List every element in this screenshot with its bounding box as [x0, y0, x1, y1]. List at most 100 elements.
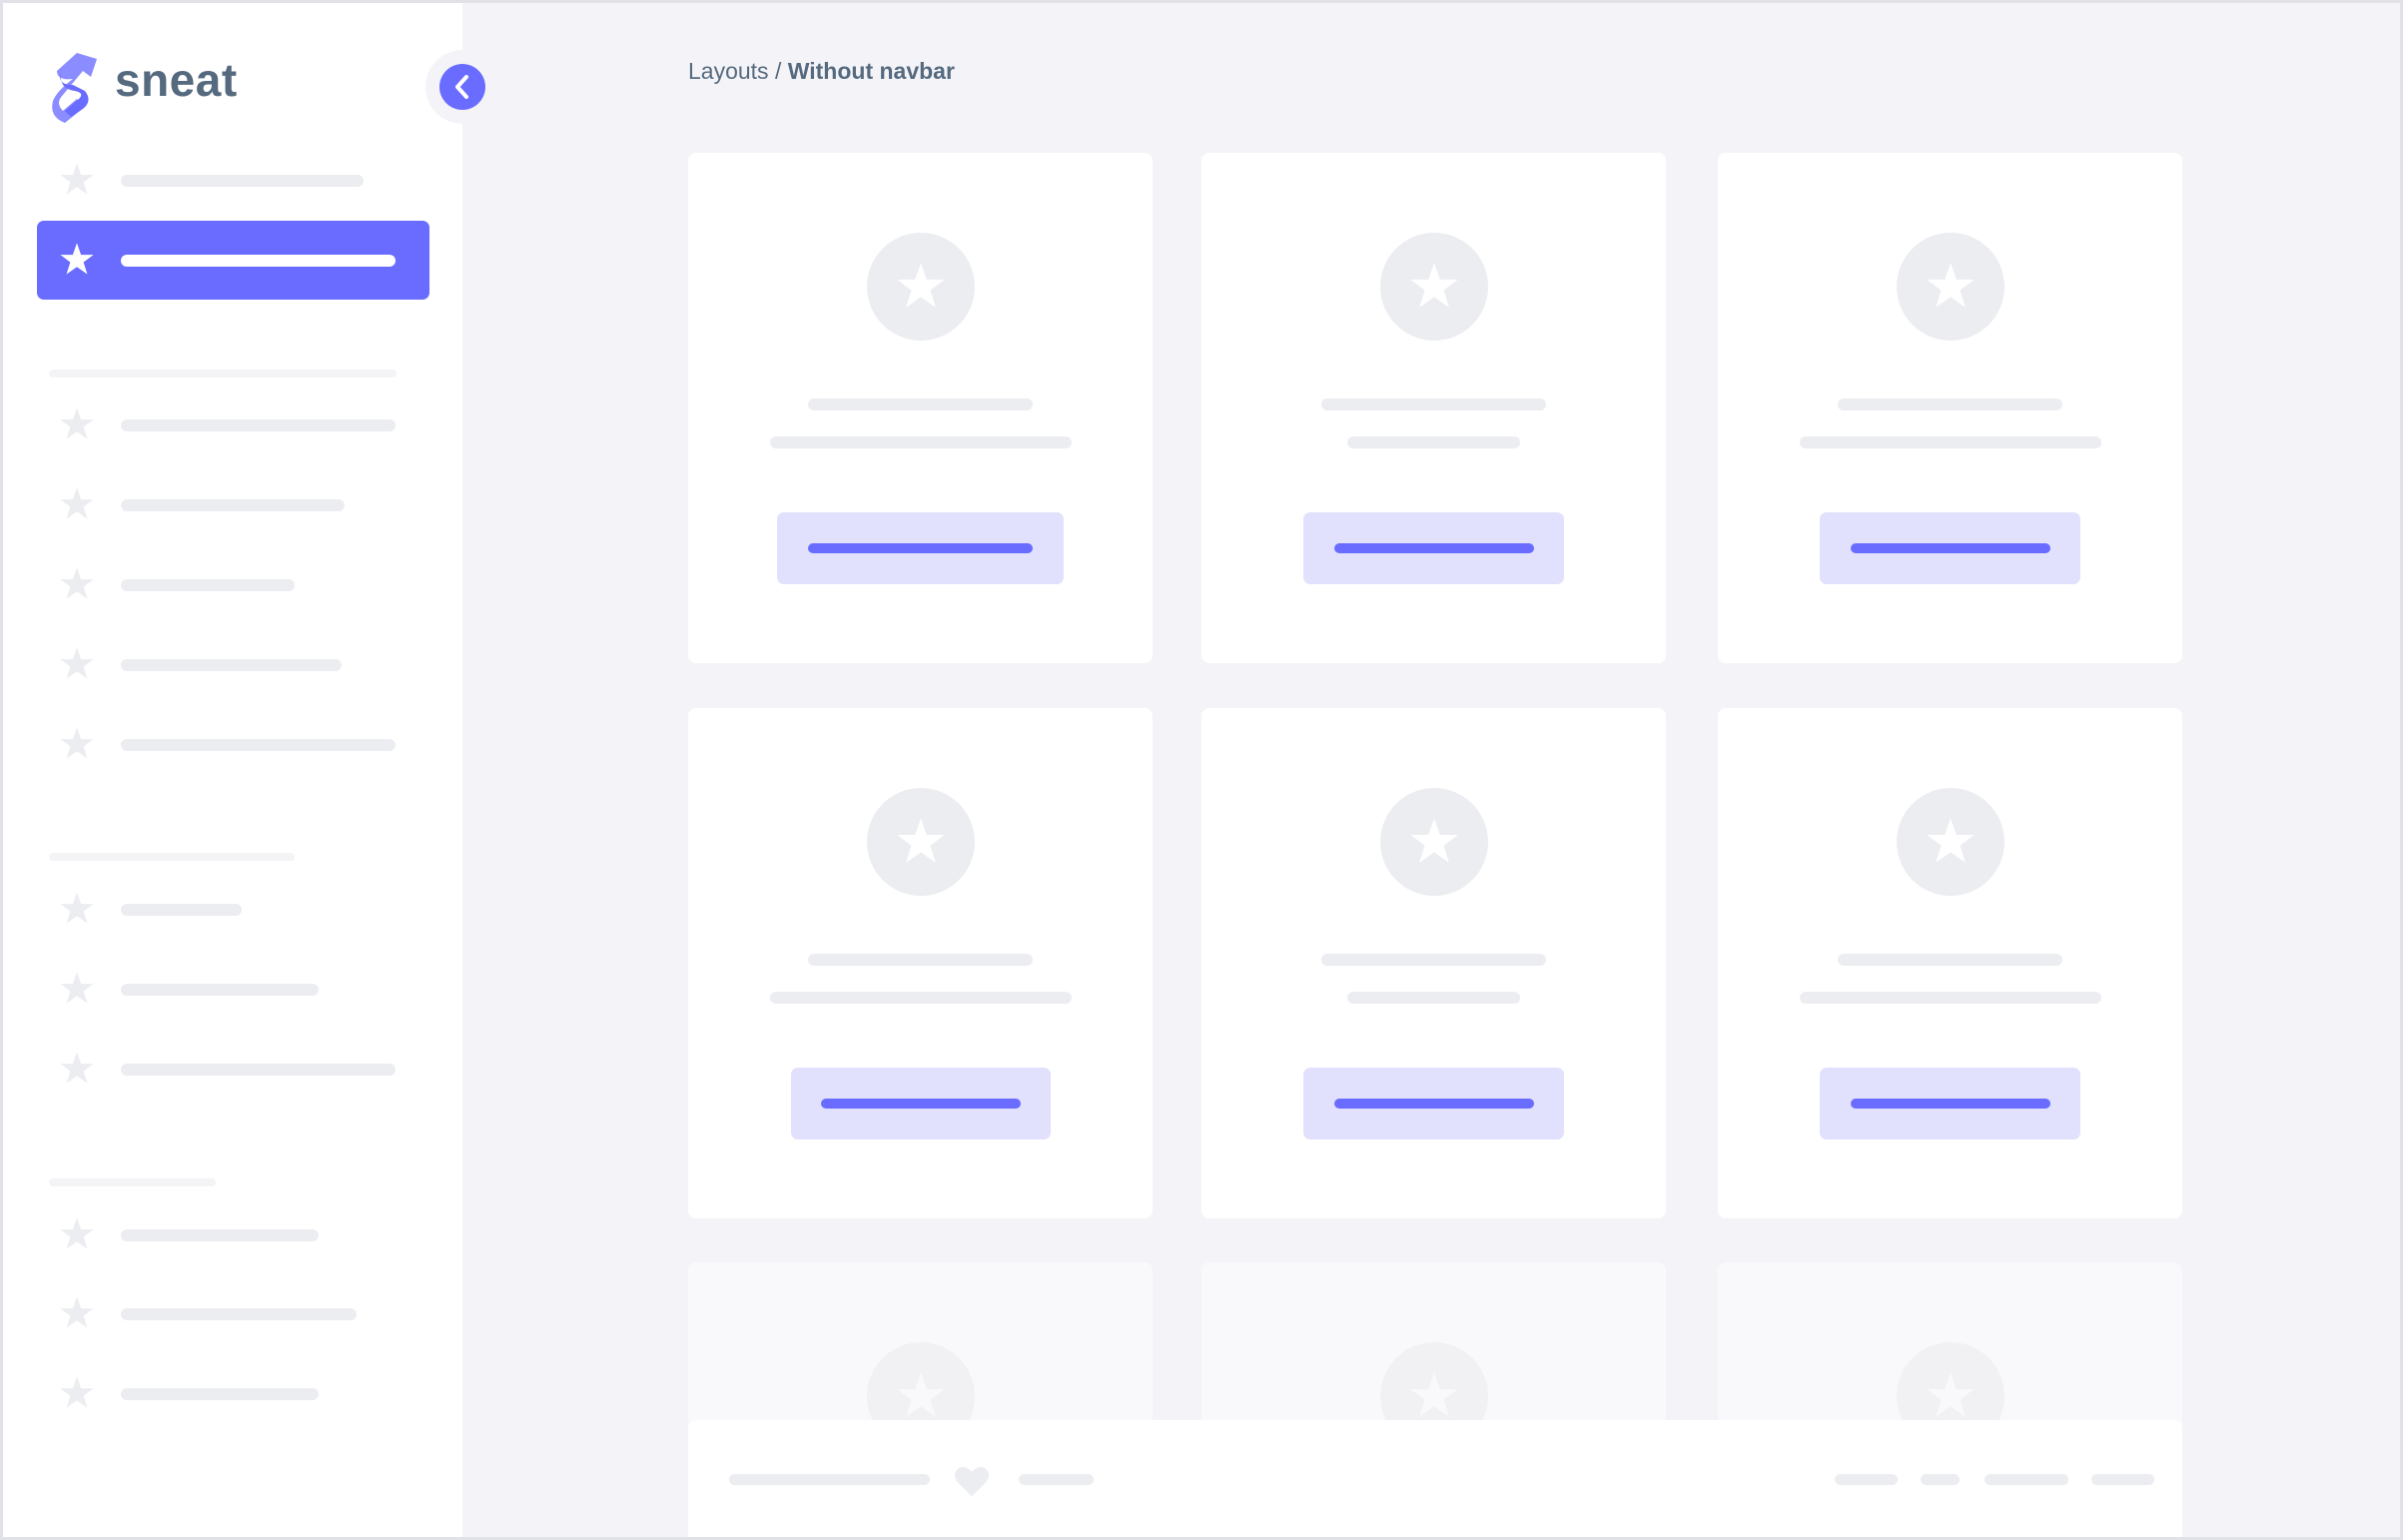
star-icon — [1407, 815, 1461, 869]
sidebar-item-label-placeholder — [121, 1229, 319, 1241]
star-icon — [894, 815, 948, 869]
logo-text: sneat — [115, 54, 238, 106]
breadcrumb: Layouts / Without navbar — [688, 58, 955, 85]
card-action-button[interactable] — [790, 1068, 1051, 1140]
star-icon — [58, 970, 96, 1008]
card-avatar — [1896, 788, 2004, 896]
sidebar-item[interactable] — [37, 385, 429, 464]
sidebar-item-label-placeholder — [121, 659, 342, 671]
sidebar-item[interactable] — [37, 545, 429, 624]
footer-link-placeholder[interactable] — [1835, 1474, 1898, 1485]
sidebar-section-header — [49, 370, 397, 378]
logo-icon[interactable] — [47, 51, 101, 123]
button-label-placeholder — [1333, 543, 1534, 553]
footer-link-placeholder[interactable] — [2091, 1474, 2154, 1485]
sidebar-item[interactable] — [37, 141, 429, 220]
breadcrumb-parent[interactable]: Layouts — [688, 58, 769, 84]
sidebar-item-label-placeholder — [121, 579, 295, 591]
sidebar-item[interactable] — [37, 1274, 429, 1353]
star-icon — [1407, 260, 1461, 314]
placeholder-card — [1202, 708, 1666, 1218]
footer-link-placeholder[interactable] — [1985, 1474, 2068, 1485]
card-action-button[interactable] — [1303, 1068, 1564, 1140]
sidebar-item-label-placeholder — [121, 499, 345, 511]
sidebar-item-label-placeholder — [121, 904, 242, 916]
sidebar-section-header — [49, 853, 295, 861]
sidebar-item[interactable] — [37, 1354, 429, 1433]
placeholder-card — [1202, 153, 1666, 663]
sidebar-item-label-placeholder — [121, 255, 396, 267]
star-icon — [58, 1215, 96, 1253]
star-icon — [58, 565, 96, 603]
button-label-placeholder — [1333, 1099, 1534, 1109]
card-title-placeholder — [1321, 954, 1546, 966]
sidebar-item[interactable] — [37, 625, 429, 704]
card-action-button[interactable] — [777, 512, 1064, 584]
star-icon — [58, 725, 96, 763]
collapse-sidebar-button[interactable] — [439, 64, 485, 110]
breadcrumb-current: Without navbar — [787, 58, 955, 84]
card-title-placeholder — [1838, 954, 2062, 966]
card-title-placeholder — [1838, 398, 2062, 410]
card-subtitle-placeholder — [769, 992, 1072, 1004]
star-icon — [894, 1369, 948, 1423]
star-icon — [1924, 260, 1978, 314]
card-action-button[interactable] — [1820, 1068, 2080, 1140]
footer-link-placeholder[interactable] — [1921, 1474, 1960, 1485]
button-label-placeholder — [808, 543, 1033, 553]
star-icon — [1407, 1369, 1461, 1423]
placeholder-card — [688, 708, 1153, 1218]
sidebar-section-header — [49, 1178, 216, 1186]
button-label-placeholder — [820, 1099, 1021, 1109]
star-icon — [58, 161, 96, 199]
footer-text-placeholder — [729, 1474, 930, 1485]
card-avatar — [866, 233, 975, 341]
card-action-button[interactable] — [1820, 512, 2080, 584]
sidebar-item[interactable] — [37, 1195, 429, 1274]
card-avatar — [1379, 788, 1488, 896]
star-icon — [58, 1294, 96, 1332]
star-icon — [1924, 1369, 1978, 1423]
sidebar-item[interactable] — [37, 465, 429, 544]
sidebar-item-active[interactable] — [37, 221, 429, 300]
star-icon — [58, 485, 96, 523]
sidebar-item-label-placeholder — [121, 1388, 319, 1400]
heart-icon — [953, 1464, 991, 1498]
sidebar-item-label-placeholder — [121, 175, 364, 187]
star-icon — [894, 260, 948, 314]
placeholder-card — [1718, 708, 2182, 1218]
sidebar-item-label-placeholder — [121, 419, 396, 431]
footer — [688, 1420, 2182, 1537]
star-icon — [58, 645, 96, 683]
card-title-placeholder — [808, 398, 1033, 410]
card-avatar — [866, 788, 975, 896]
sidebar-item-label-placeholder — [121, 1308, 357, 1320]
card-avatar — [1896, 233, 2004, 341]
chevron-left-icon — [455, 75, 468, 99]
sidebar: sneat — [3, 3, 462, 1537]
sidebar-item[interactable] — [37, 950, 429, 1029]
card-title-placeholder — [808, 954, 1033, 966]
card-subtitle-placeholder — [1347, 436, 1520, 448]
card-subtitle-placeholder — [769, 436, 1072, 448]
card-subtitle-placeholder — [1799, 992, 2101, 1004]
sidebar-item[interactable] — [37, 1030, 429, 1109]
sidebar-item[interactable] — [37, 705, 429, 784]
sidebar-item[interactable] — [37, 870, 429, 949]
placeholder-card — [1718, 153, 2182, 663]
card-avatar — [1379, 233, 1488, 341]
star-icon — [58, 890, 96, 928]
card-subtitle-placeholder — [1799, 436, 2101, 448]
card-subtitle-placeholder — [1347, 992, 1520, 1004]
star-icon — [58, 1374, 96, 1412]
card-action-button[interactable] — [1303, 512, 1564, 584]
star-icon — [1924, 815, 1978, 869]
button-label-placeholder — [1850, 1099, 2050, 1109]
sidebar-item-label-placeholder — [121, 984, 319, 996]
star-icon — [58, 1050, 96, 1088]
sidebar-item-label-placeholder — [121, 1064, 396, 1076]
placeholder-card — [688, 153, 1153, 663]
star-icon — [58, 405, 96, 443]
card-title-placeholder — [1321, 398, 1546, 410]
